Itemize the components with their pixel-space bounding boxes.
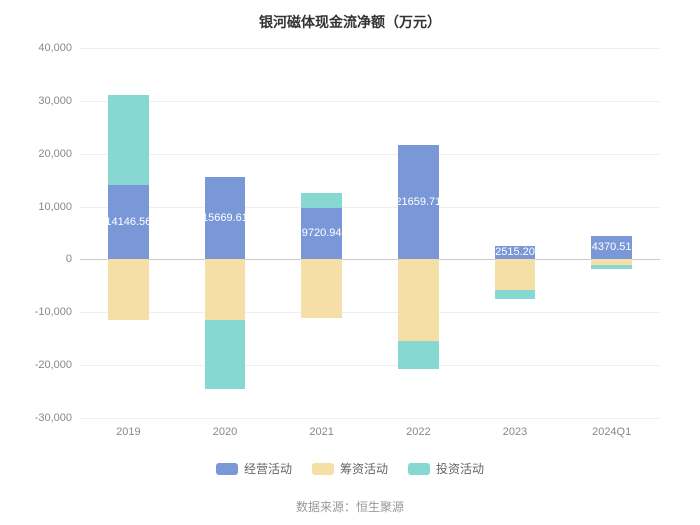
y-tick-label: -30,000 xyxy=(35,412,80,424)
y-tick-label: 0 xyxy=(66,253,80,265)
x-tick-label: 2021 xyxy=(309,418,333,438)
grid-line xyxy=(80,365,660,366)
bar-segment-investing xyxy=(398,341,439,368)
y-tick-label: 20,000 xyxy=(38,148,80,160)
bar-group: 14146.56 xyxy=(108,48,149,418)
grid-line xyxy=(80,418,660,419)
grid-line xyxy=(80,312,660,313)
legend-label: 经营活动 xyxy=(244,460,292,477)
bar-group: 2515.20 xyxy=(495,48,536,418)
y-tick-label: 30,000 xyxy=(38,95,80,107)
grid-line xyxy=(80,154,660,155)
y-tick-label: -10,000 xyxy=(35,306,80,318)
plot-area: -30,000-20,000-10,000010,00020,00030,000… xyxy=(80,48,660,418)
bar-group: 4370.51 xyxy=(591,48,632,418)
bar-segment-investing xyxy=(495,290,536,300)
x-tick-label: 2024Q1 xyxy=(592,418,631,438)
bar-segment-operating xyxy=(205,177,246,260)
bar-segment-operating xyxy=(108,185,149,260)
bar-segment-financing xyxy=(108,259,149,320)
y-tick-label: 40,000 xyxy=(38,42,80,54)
bar-segment-operating xyxy=(495,246,536,259)
bar-group: 9720.94 xyxy=(301,48,342,418)
x-tick-label: 2023 xyxy=(503,418,527,438)
y-tick-label: -20,000 xyxy=(35,359,80,371)
grid-line xyxy=(80,207,660,208)
legend-item[interactable]: 经营活动 xyxy=(216,460,292,477)
grid-line xyxy=(80,101,660,102)
legend-item[interactable]: 筹资活动 xyxy=(312,460,388,477)
bar-segment-investing xyxy=(301,193,342,208)
legend-swatch xyxy=(312,463,334,475)
legend-swatch xyxy=(216,463,238,475)
bar-segment-operating xyxy=(591,236,632,259)
bar-segment-financing xyxy=(398,259,439,341)
legend-label: 筹资活动 xyxy=(340,460,388,477)
x-tick-label: 2020 xyxy=(213,418,237,438)
data-source: 数据来源：恒生聚源 xyxy=(0,498,700,515)
bar-segment-investing xyxy=(205,320,246,389)
bar-segment-investing xyxy=(591,265,632,269)
chart-title: 银河磁体现金流净额（万元） xyxy=(0,0,700,32)
legend-swatch xyxy=(408,463,430,475)
legend-item[interactable]: 投资活动 xyxy=(408,460,484,477)
bar-group: 15669.61 xyxy=(205,48,246,418)
bar-segment-operating xyxy=(301,208,342,259)
grid-line xyxy=(80,48,660,49)
bar-segment-investing xyxy=(108,95,149,185)
bar-segment-financing xyxy=(495,259,536,289)
bar-segment-financing xyxy=(205,259,246,320)
bar-group: 21659.71 xyxy=(398,48,439,418)
cashflow-chart: 银河磁体现金流净额（万元） -30,000-20,000-10,000010,0… xyxy=(0,0,700,525)
legend: 经营活动 筹资活动 投资活动 xyxy=(0,460,700,478)
y-tick-label: 10,000 xyxy=(38,201,80,213)
bar-segment-operating xyxy=(398,145,439,259)
x-tick-label: 2022 xyxy=(406,418,430,438)
legend-label: 投资活动 xyxy=(436,460,484,477)
x-tick-label: 2019 xyxy=(116,418,140,438)
zero-line xyxy=(80,259,660,260)
bar-segment-financing xyxy=(301,259,342,317)
